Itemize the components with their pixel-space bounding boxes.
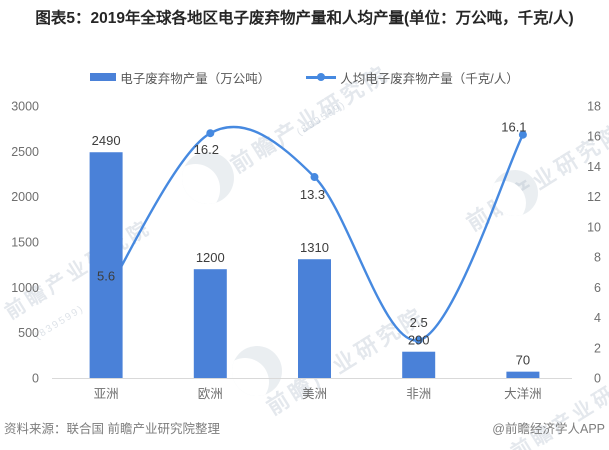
y-axis-left-tick-label: 2500 (11, 145, 39, 159)
x-axis-category-label: 亚洲 (94, 387, 119, 401)
line-value-label: 16.1 (501, 120, 526, 135)
source-note: 资料来源：联合国 前瞻产业研究院整理 (4, 422, 220, 436)
y-axis-left-tick-label: 3000 (11, 100, 39, 114)
x-axis-category-label: 美洲 (302, 387, 327, 401)
y-axis-left-tick-label: 1000 (11, 281, 39, 295)
y-axis-right-tick-label: 6 (594, 281, 601, 295)
y-axis-right-tick-label: 2 (594, 341, 601, 355)
x-axis-category-label: 欧洲 (198, 387, 223, 401)
line-point-marker (518, 130, 527, 139)
y-axis-left-tick-label: 500 (18, 326, 39, 340)
line-value-label: 13.3 (300, 187, 325, 202)
bar (402, 351, 436, 378)
y-axis-right-tick-label: 14 (587, 160, 601, 174)
y-axis-left-tick-label: 1500 (11, 236, 39, 250)
bar-value-label: 1200 (196, 250, 225, 265)
line-series-path (104, 125, 525, 342)
bar-value-label: 2490 (92, 133, 121, 148)
y-axis-right-tick-label: 8 (594, 251, 601, 265)
y-axis-right-tick-label: 18 (587, 100, 601, 114)
legend-label-line-series: 人均电子废弃物产量（千克/人） (340, 71, 519, 86)
legend-item-line-series[interactable]: 人均电子废弃物产量（千克/人） (306, 68, 519, 87)
chart-title: 图表5：2019年全球各地区电子废弃物产量和人均产量(单位：万公吨，千克/人) (35, 10, 574, 27)
line-marker-dot-icon (317, 73, 326, 81)
line-value-label: 5.6 (97, 268, 115, 283)
credit-note: @前瞻经济学人APP (492, 422, 605, 436)
y-axis-right-tick-label: 10 (587, 220, 601, 234)
x-axis-category-label: 非洲 (406, 387, 431, 401)
x-axis-category-label: 大洋洲 (504, 386, 542, 401)
legend: 电子废弃物产量（万公吨） 人均电子废弃物产量（千克/人） (0, 68, 609, 86)
y-axis-right-tick-label: 4 (594, 311, 601, 325)
y-axis-right-tick-label: 12 (587, 190, 601, 204)
line-point-marker (206, 129, 215, 138)
line-value-label: 2.5 (410, 315, 428, 330)
line-point-marker (310, 173, 319, 182)
bar-value-label: 70 (516, 353, 530, 368)
bar (193, 269, 227, 378)
bar (89, 152, 123, 378)
bar-value-label: 1310 (300, 240, 329, 255)
line-series-swatch-icon (306, 73, 337, 82)
line-value-label: 16.2 (194, 142, 219, 157)
legend-label-bar-series: 电子废弃物产量（万公吨） (120, 71, 271, 86)
y-axis-right-tick-label: 16 (587, 130, 601, 144)
y-axis-left-tick-label: 0 (32, 372, 39, 386)
bar (298, 259, 331, 378)
bar-series-swatch-icon (90, 73, 117, 81)
legend-item-bar-series[interactable]: 电子废弃物产量（万公吨） (90, 68, 270, 87)
y-axis-right-tick-label: 0 (594, 372, 601, 386)
bar-value-label: 290 (408, 333, 430, 348)
bar (506, 371, 540, 378)
line-point-marker (414, 336, 423, 345)
y-axis-left-tick-label: 2000 (11, 190, 39, 204)
